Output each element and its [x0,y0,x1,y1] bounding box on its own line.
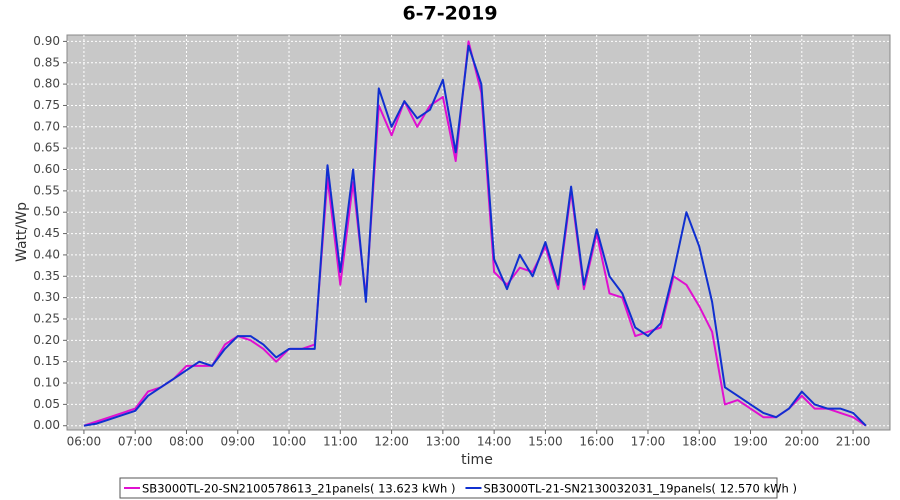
y-tick-label: 0.70 [33,119,60,133]
y-tick-label: 0.55 [33,183,60,197]
y-tick-label: 0.30 [33,290,60,304]
x-axis-label: time [461,452,493,468]
y-tick-label: 0.45 [33,226,60,240]
y-tick-label: 0.75 [33,98,60,112]
x-tick-label: 17:00 [631,435,666,449]
x-tick-label: 08:00 [169,435,204,449]
y-tick-label: 0.00 [33,418,60,432]
y-tick-label: 0.10 [33,376,60,390]
y-tick-label: 0.85 [33,55,60,69]
x-tick-label: 19:00 [733,435,768,449]
x-tick-label: 16:00 [579,435,614,449]
legend-label: SB3000TL-21-SN2130032031_19panels( 12.57… [483,482,796,496]
x-tick-label: 12:00 [374,435,409,449]
legend-label: SB3000TL-20-SN2100578613_21panels( 13.62… [142,482,455,496]
chart-title: 6-7-2019 [402,3,497,25]
y-tick-label: 0.05 [33,397,60,411]
x-tick-label: 06:00 [67,435,102,449]
y-tick-label: 0.25 [33,311,60,325]
x-tick-label: 18:00 [682,435,717,449]
x-tick-label: 11:00 [323,435,358,449]
y-tick-label: 0.60 [33,162,60,176]
x-tick-label: 21:00 [836,435,871,449]
plot-area [66,34,891,431]
x-tick-label: 13:00 [426,435,461,449]
y-tick-label: 0.50 [33,205,60,219]
y-axis-label: Watt/Wp [14,202,30,262]
y-tick-label: 0.80 [33,77,60,91]
x-tick-label: 10:00 [272,435,307,449]
y-tick-label: 0.15 [33,354,60,368]
series-line [83,44,867,427]
y-tick-label: 0.20 [33,333,60,347]
x-tick-label: 15:00 [528,435,563,449]
x-tick-label: 20:00 [785,435,820,449]
y-tick-label: 0.35 [33,269,60,283]
legend [119,477,778,499]
y-tick-label: 0.90 [33,34,60,48]
y-tick-label: 0.65 [33,141,60,155]
x-tick-label: 07:00 [118,435,153,449]
y-tick-label: 0.40 [33,247,60,261]
x-tick-label: 09:00 [220,435,255,449]
x-tick-label: 14:00 [477,435,512,449]
